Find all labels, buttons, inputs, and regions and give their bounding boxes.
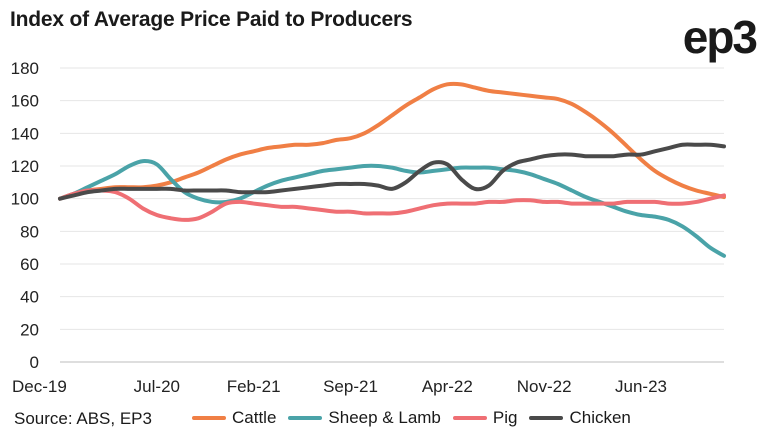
x-tick-label: Sep-21: [323, 377, 378, 396]
legend: Cattle Sheep & Lamb Pig Chicken: [192, 408, 631, 428]
legend-label-pig: Pig: [492, 408, 518, 427]
legend-label-chicken: Chicken: [569, 408, 631, 427]
legend-label-cattle: Cattle: [232, 408, 277, 427]
y-axis-ticks: 0 20 40 60 80 100 120 140 160 180: [11, 59, 39, 372]
x-tick-label: Apr-22: [422, 377, 473, 396]
y-tick-label: 60: [20, 255, 39, 274]
legend-swatch-cattle: [192, 416, 226, 420]
x-tick-label: Dec-19: [12, 377, 67, 396]
legend-item-pig: Pig: [452, 408, 518, 428]
series-lines: [58, 81, 726, 258]
series-line-pig: [58, 188, 726, 222]
series-line-chicken: [58, 142, 726, 201]
x-tick-label: Jun-23: [615, 377, 667, 396]
y-tick-label: 120: [11, 157, 39, 176]
x-tick-label: Nov-22: [517, 377, 572, 396]
y-tick-label: 100: [11, 190, 39, 209]
legend-item-cattle: Cattle: [192, 408, 276, 428]
source-note: Source: ABS, EP3: [14, 409, 152, 428]
chart-title: Index of Average Price Paid to Producers: [10, 8, 413, 31]
y-tick-label: 160: [11, 92, 39, 111]
y-tick-label: 40: [20, 288, 39, 307]
y-tick-label: 180: [11, 59, 39, 78]
y-tick-label: 20: [20, 320, 39, 339]
legend-label-sheep-lamb: Sheep & Lamb: [328, 408, 441, 427]
legend-swatch-sheep-lamb: [288, 416, 323, 420]
legend-swatch-chicken: [529, 416, 564, 420]
x-tick-label: Jul-20: [134, 377, 180, 396]
x-axis-ticks: Dec-19 Jul-20 Feb-21 Sep-21 Apr-22 Nov-22 Jun-…: [12, 377, 667, 396]
series-line-cattle: [58, 81, 726, 201]
y-tick-label: 80: [20, 222, 39, 241]
legend-item-chicken: Chicken: [529, 408, 631, 428]
ep3-logo: ep3: [682, 11, 758, 63]
series-line-sheep-lamb: [58, 159, 726, 258]
legend-item-sheep-lamb: Sheep & Lamb: [288, 408, 441, 428]
x-tick-label: Feb-21: [227, 377, 281, 396]
y-tick-label: 140: [11, 124, 39, 143]
y-tick-label: 0: [30, 353, 39, 372]
legend-swatch-pig: [452, 416, 487, 420]
